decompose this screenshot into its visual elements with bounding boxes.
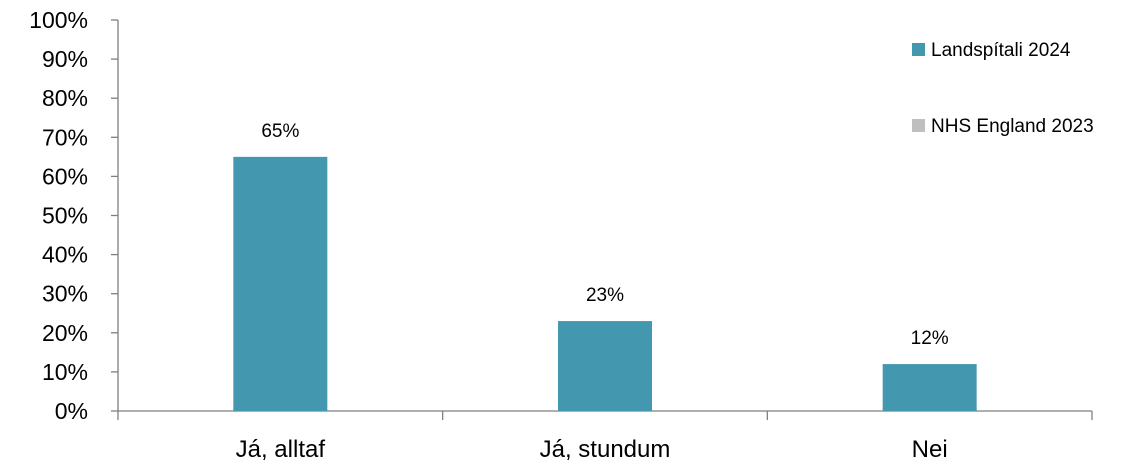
x-category-label: Já, stundum bbox=[540, 436, 671, 463]
x-category-label: Nei bbox=[912, 436, 948, 463]
y-tick-label: 0% bbox=[55, 398, 88, 424]
y-tick-label: 70% bbox=[42, 124, 88, 150]
y-tick-label: 10% bbox=[42, 359, 88, 385]
y-axis: 0% 10% 20% 30% 40% 50% 60% 70% 80% 90% 100% bbox=[29, 7, 119, 424]
y-tick-label: 40% bbox=[42, 242, 88, 268]
y-tick-label: 90% bbox=[42, 46, 88, 72]
x-axis: Já, alltaf Já, stundum Nei bbox=[117, 410, 1093, 463]
legend: Landspítali 2024 NHS England 2023 bbox=[912, 40, 1094, 137]
y-tick-label: 20% bbox=[42, 320, 88, 346]
legend-swatch bbox=[912, 119, 925, 132]
legend-swatch bbox=[912, 43, 925, 56]
bar bbox=[882, 364, 977, 411]
x-category-label: Já, alltaf bbox=[236, 436, 326, 463]
legend-label: Landspítali 2024 bbox=[931, 40, 1071, 61]
bar bbox=[558, 321, 652, 411]
y-tick-label: 50% bbox=[42, 203, 88, 229]
y-tick-label: 60% bbox=[42, 163, 88, 189]
bar bbox=[233, 156, 328, 411]
data-label: 12% bbox=[911, 328, 949, 349]
data-label: 23% bbox=[586, 285, 624, 306]
y-tick-label: 100% bbox=[29, 7, 88, 33]
y-tick-label: 80% bbox=[42, 85, 88, 111]
bar-series-landspitali-2024 bbox=[233, 156, 977, 411]
y-tick-label: 30% bbox=[42, 281, 88, 307]
data-label: 65% bbox=[261, 121, 299, 142]
legend-label: NHS England 2023 bbox=[931, 116, 1094, 137]
data-labels: 65% 23% 12% bbox=[261, 121, 948, 349]
